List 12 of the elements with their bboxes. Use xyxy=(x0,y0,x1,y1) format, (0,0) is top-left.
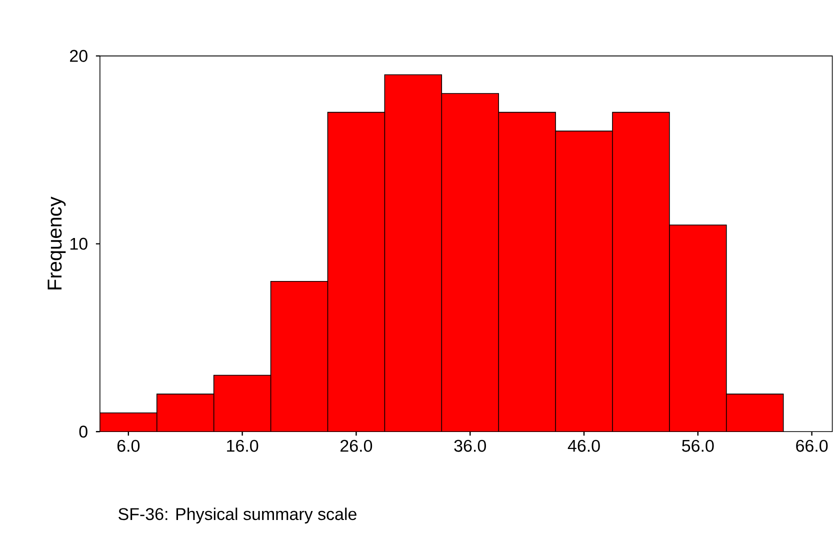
y-axis-title: Frequency xyxy=(48,196,66,290)
x-tick-label: 56.0 xyxy=(682,440,714,452)
x-tick-label: 16.0 xyxy=(227,440,258,452)
x-tick-label: 26.0 xyxy=(340,440,372,452)
y-tick-label: 20 xyxy=(70,50,88,62)
x-axis-title: SF-36: Physical summary scale xyxy=(118,508,356,524)
x-tick-label: 6.0 xyxy=(117,440,140,452)
x-tick-label: 46.0 xyxy=(568,440,600,452)
x-tick-label: 66.0 xyxy=(796,440,828,452)
x-tick-label: 36.0 xyxy=(454,440,486,452)
y-tick-label: 10 xyxy=(70,238,88,250)
y-tick-label: 0 xyxy=(79,426,88,438)
